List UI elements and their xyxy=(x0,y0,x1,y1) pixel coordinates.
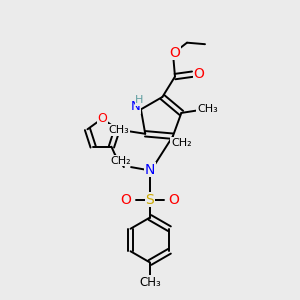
Text: CH₃: CH₃ xyxy=(197,104,218,114)
Text: N: N xyxy=(130,100,140,113)
Text: CH₂: CH₂ xyxy=(111,155,131,166)
Text: CH₃: CH₃ xyxy=(139,275,161,289)
Text: CH₃: CH₃ xyxy=(109,125,130,135)
Text: S: S xyxy=(146,193,154,206)
Text: O: O xyxy=(169,46,180,60)
Text: O: O xyxy=(98,112,107,125)
Text: H: H xyxy=(135,95,144,105)
Text: O: O xyxy=(169,193,179,206)
Text: CH₂: CH₂ xyxy=(171,138,192,148)
Text: O: O xyxy=(194,67,204,81)
Text: N: N xyxy=(145,163,155,176)
Text: O: O xyxy=(121,193,131,206)
